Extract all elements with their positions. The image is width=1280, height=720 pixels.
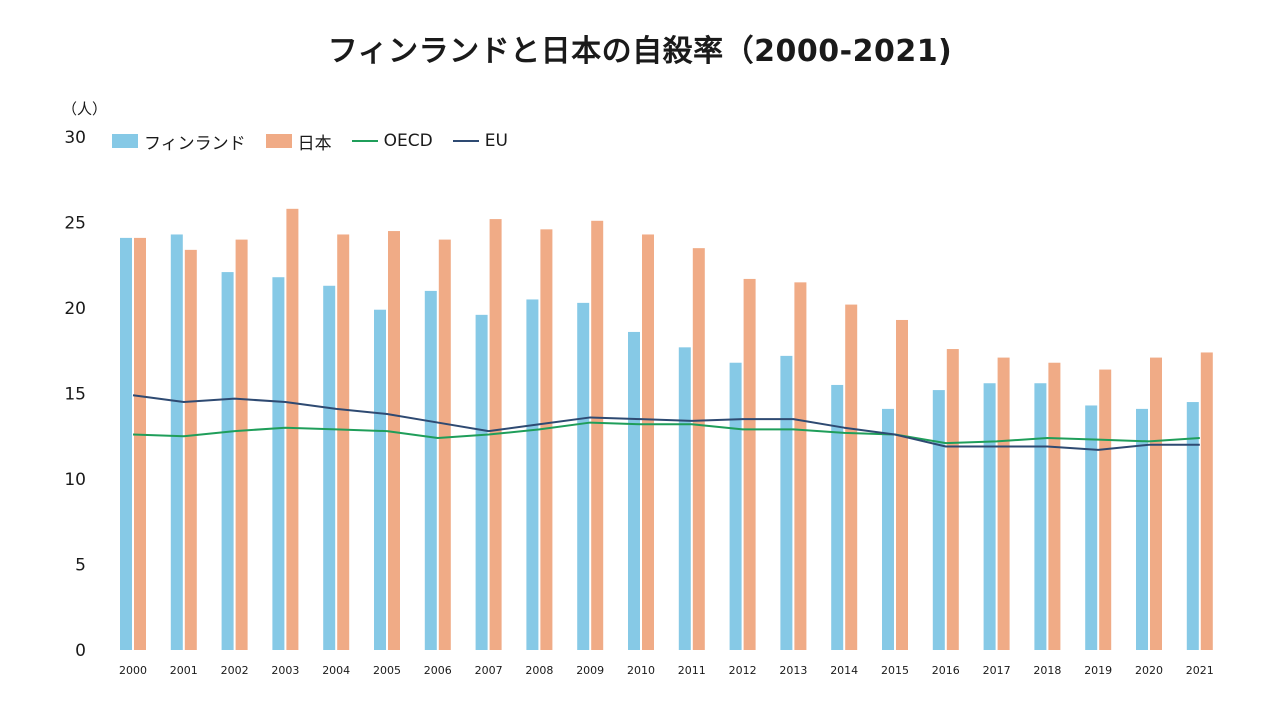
bar xyxy=(678,347,691,650)
legend-swatch-oecd xyxy=(351,140,378,142)
bar xyxy=(1136,408,1148,650)
bar xyxy=(1200,352,1213,650)
x-tick-label: 2012 xyxy=(729,664,757,677)
bar xyxy=(642,234,654,650)
bar xyxy=(184,249,197,651)
x-tick-label: 2009 xyxy=(576,664,604,677)
x-tick-label: 2010 xyxy=(627,664,655,677)
x-tick-label: 2006 xyxy=(424,664,452,677)
x-tick-label: 2018 xyxy=(1033,664,1061,677)
legend-swatch-finland xyxy=(112,134,138,148)
bar xyxy=(882,408,894,650)
bar xyxy=(388,231,400,651)
bar xyxy=(896,319,908,650)
bar xyxy=(591,220,604,651)
bar xyxy=(424,290,437,650)
x-tick-label: 2001 xyxy=(170,664,198,677)
bar xyxy=(997,357,1010,650)
bar xyxy=(235,239,248,650)
x-tick-label: 2007 xyxy=(475,664,503,677)
bar xyxy=(692,248,705,650)
bar xyxy=(1099,369,1112,650)
legend-label-eu: EU xyxy=(484,131,508,151)
bar xyxy=(780,355,793,650)
bar xyxy=(170,234,183,650)
x-tick-label: 2011 xyxy=(678,664,706,677)
x-tick-label: 2019 xyxy=(1084,664,1112,677)
legend-item-finland: フィンランド xyxy=(112,129,246,154)
bar xyxy=(1048,362,1061,650)
bar xyxy=(120,237,132,650)
bar xyxy=(831,384,844,650)
y-tick-label: 30 xyxy=(64,128,86,148)
bar xyxy=(374,309,386,650)
y-tick-label: 25 xyxy=(64,214,86,234)
bar xyxy=(794,282,807,650)
bar xyxy=(221,272,234,650)
y-tick-label: 15 xyxy=(64,385,86,405)
bar xyxy=(577,302,590,650)
bar xyxy=(1150,357,1162,650)
legend-swatch-eu xyxy=(452,140,479,142)
x-tick-label: 2008 xyxy=(525,664,553,677)
y-tick-label: 5 xyxy=(75,556,86,576)
bar xyxy=(540,229,553,650)
bar xyxy=(743,278,756,650)
bar xyxy=(134,237,146,650)
legend-label-japan: 日本 xyxy=(297,133,332,154)
bar xyxy=(526,299,539,650)
legend-item-japan: 日本 xyxy=(265,129,332,154)
bar xyxy=(628,331,640,650)
bar xyxy=(323,285,336,650)
y-tick-label: 10 xyxy=(64,470,86,490)
x-tick-label: 2015 xyxy=(881,664,909,677)
bar xyxy=(475,314,488,650)
bar xyxy=(845,304,858,650)
y-axis-unit-label: （人） xyxy=(62,100,108,118)
y-tick-label: 0 xyxy=(75,641,86,661)
legend-item-oecd: OECD xyxy=(351,131,433,151)
x-tick-label: 2013 xyxy=(779,664,807,677)
x-tick-label: 2016 xyxy=(932,664,960,677)
bar xyxy=(983,383,996,650)
x-tick-label: 2020 xyxy=(1135,664,1163,677)
x-tick-label: 2014 xyxy=(830,664,858,677)
legend-swatch-japan xyxy=(265,134,292,148)
x-tick-label: 2000 xyxy=(119,664,147,677)
legend-label-finland: フィンランド xyxy=(144,133,246,154)
x-tick-label: 2021 xyxy=(1186,664,1214,677)
bar xyxy=(438,239,451,650)
bar xyxy=(729,362,742,650)
bar xyxy=(932,390,945,650)
x-tick-label: 2002 xyxy=(221,664,249,677)
legend: フィンランド 日本 OECD EU xyxy=(112,129,528,154)
x-tick-label: 2005 xyxy=(373,664,401,677)
series-line xyxy=(132,394,1200,451)
bar xyxy=(1034,383,1047,650)
x-tick-label: 2004 xyxy=(322,664,350,677)
bar xyxy=(1186,402,1199,650)
bar xyxy=(286,208,299,650)
bar xyxy=(337,234,350,650)
legend-label-oecd: OECD xyxy=(383,131,433,151)
bar xyxy=(1085,405,1098,650)
x-tick-label: 2003 xyxy=(271,664,299,677)
x-tick-label: 2017 xyxy=(983,664,1011,677)
chart-title: フィンランドと日本の自殺率（2000-2021) xyxy=(327,34,953,69)
bar xyxy=(946,349,959,650)
bar xyxy=(272,277,285,650)
y-tick-label: 20 xyxy=(64,299,86,319)
legend-item-eu: EU xyxy=(452,131,508,151)
series-line xyxy=(132,421,1200,445)
